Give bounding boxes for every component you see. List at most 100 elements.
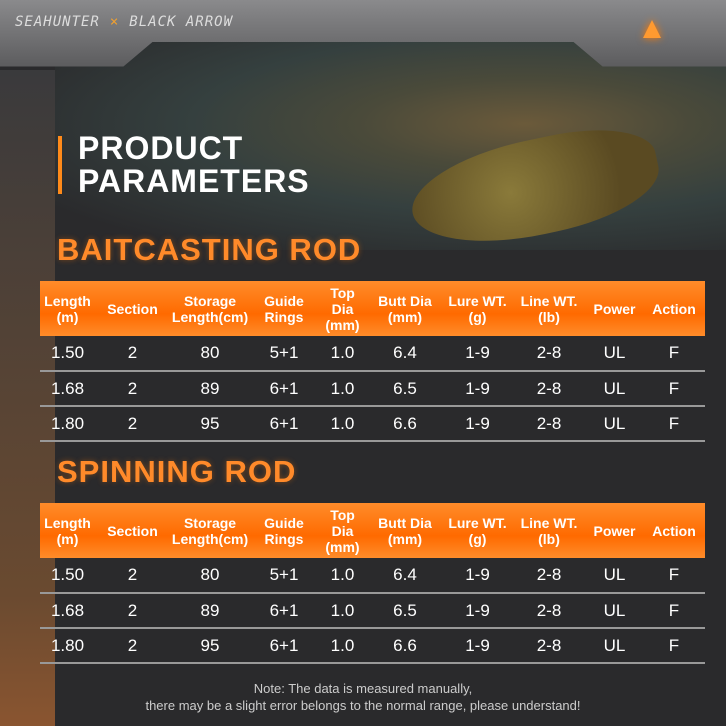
column-header-line: (mm) [387,530,423,547]
spinning-table: Length (m) Section Storage Length(cm) Guide Ri… [40,503,705,664]
fish-photo [55,40,726,260]
table-cell: 1.68 [40,371,95,407]
table-cell: 6.4 [367,558,443,594]
table-cell: 2 [95,628,170,664]
table-cell: 1.50 [40,558,95,594]
table-row: 1.50 2 80 5+1 1.0 6.4 1-9 2-8 UL F [40,336,705,372]
column-header-line: (lb) [538,530,560,547]
column-header-line: Guide [264,292,304,309]
column-header-line: (m) [56,308,79,325]
table-cell: 95 [170,406,250,442]
column-header: Line WT. (lb) [512,281,586,336]
table-row: 1.80 2 95 6+1 1.0 6.6 1-9 2-8 UL F [40,628,705,664]
title-line-1: PRODUCT [78,130,244,166]
table-cell: 5+1 [250,558,318,594]
table-cell: 2-8 [512,371,586,407]
table-cell: 1.0 [318,593,367,629]
column-header: Top Dia (mm) [318,281,367,336]
column-header-line: Top Dia [330,506,355,539]
column-header-line: Power [593,300,636,317]
header-row: Length (m) Section Storage Length(cm) Guide Ri… [40,281,705,336]
table-cell: 6.4 [367,336,443,372]
column-header: Power [586,503,643,558]
table-cell: 2 [95,371,170,407]
note-line-2: there may be a slight error belongs to t… [145,698,581,713]
table-cell: F [643,593,705,629]
column-header-line: (mm) [325,316,360,333]
table-cell: UL [586,558,643,594]
column-header-line: Section [107,522,158,539]
table-row: 1.68 2 89 6+1 1.0 6.5 1-9 2-8 UL F [40,593,705,629]
section-title-baitcasting: BAITCASTING ROD [57,232,362,267]
table-cell: 2 [95,558,170,594]
table-cell: 1.0 [318,371,367,407]
table-cell: 1.0 [318,628,367,664]
column-header-line: Length [44,292,91,309]
column-header: Top Dia (mm) [318,503,367,558]
table-cell: 6+1 [250,593,318,629]
table-cell: 1-9 [443,371,512,407]
column-header: Storage Length(cm) [170,503,250,558]
column-header: Section [95,503,170,558]
table-cell: 1.0 [318,336,367,372]
header-row: Length (m) Section Storage Length(cm) Guide Ri… [40,503,705,558]
table-cell: 6.5 [367,593,443,629]
table-cell: 5+1 [250,336,318,372]
column-header-line: Top Dia [330,284,355,317]
table-cell: F [643,406,705,442]
table-cell: F [643,371,705,407]
column-header-line: Line WT. [520,292,578,309]
note: Note: The data is measured manually, ther… [0,680,726,714]
table-cell: UL [586,371,643,407]
column-header-line: Power [593,522,636,539]
column-header-line: Length(cm) [171,308,249,325]
table-cell: 1.80 [40,406,95,442]
table-cell: 6.6 [367,406,443,442]
column-header: Length (m) [40,503,95,558]
table-cell: 2 [95,336,170,372]
column-header-line: Butt Dia [378,514,432,531]
table-cell: UL [586,593,643,629]
column-header-line: Butt Dia [378,292,432,309]
column-header-line: Guide [264,514,304,531]
column-header-line: Action [652,300,696,317]
table-cell: 89 [170,593,250,629]
table-cell: 89 [170,371,250,407]
table-cell: 2-8 [512,628,586,664]
column-header: Storage Length(cm) [170,281,250,336]
column-header-line: Storage [183,514,237,531]
column-header: Butt Dia (mm) [367,281,443,336]
column-header-line: Rings [264,530,304,547]
column-header-line: (mm) [387,308,423,325]
table-cell: 1-9 [443,593,512,629]
table-cell: 1.50 [40,336,95,372]
table-cell: 80 [170,558,250,594]
table-cell: 2-8 [512,558,586,594]
table-cell: 2 [95,593,170,629]
trout-image [402,115,668,260]
column-header-line: (g) [468,530,487,547]
title-accent [58,136,62,194]
table-cell: 1.80 [40,628,95,664]
title-line-2: PARAMETERS [78,163,310,199]
column-header: Lure WT. (g) [443,503,512,558]
table-row: 1.50 2 80 5+1 1.0 6.4 1-9 2-8 UL F [40,558,705,594]
column-header: Line WT. (lb) [512,503,586,558]
table-row: 1.68 2 89 6+1 1.0 6.5 1-9 2-8 UL F [40,371,705,407]
table-cell: 2-8 [512,406,586,442]
table-cell: 6.5 [367,371,443,407]
table-cell: 80 [170,336,250,372]
table-cell: 1.68 [40,593,95,629]
brand-left: SEAHUNTER [15,14,100,30]
table-cell: F [643,558,705,594]
brand-separator: × [109,14,120,30]
table-cell: 1-9 [443,628,512,664]
column-header-line: Lure WT. [448,514,507,531]
table-cell: 2 [95,406,170,442]
column-header: Guide Rings [250,281,318,336]
table-cell: 1-9 [443,406,512,442]
brand-logo: SEAHUNTER × BLACK ARROW [15,14,233,30]
column-header-line: Section [107,300,158,317]
column-header-line: (lb) [538,308,560,325]
column-header-line: Line WT. [520,514,578,531]
